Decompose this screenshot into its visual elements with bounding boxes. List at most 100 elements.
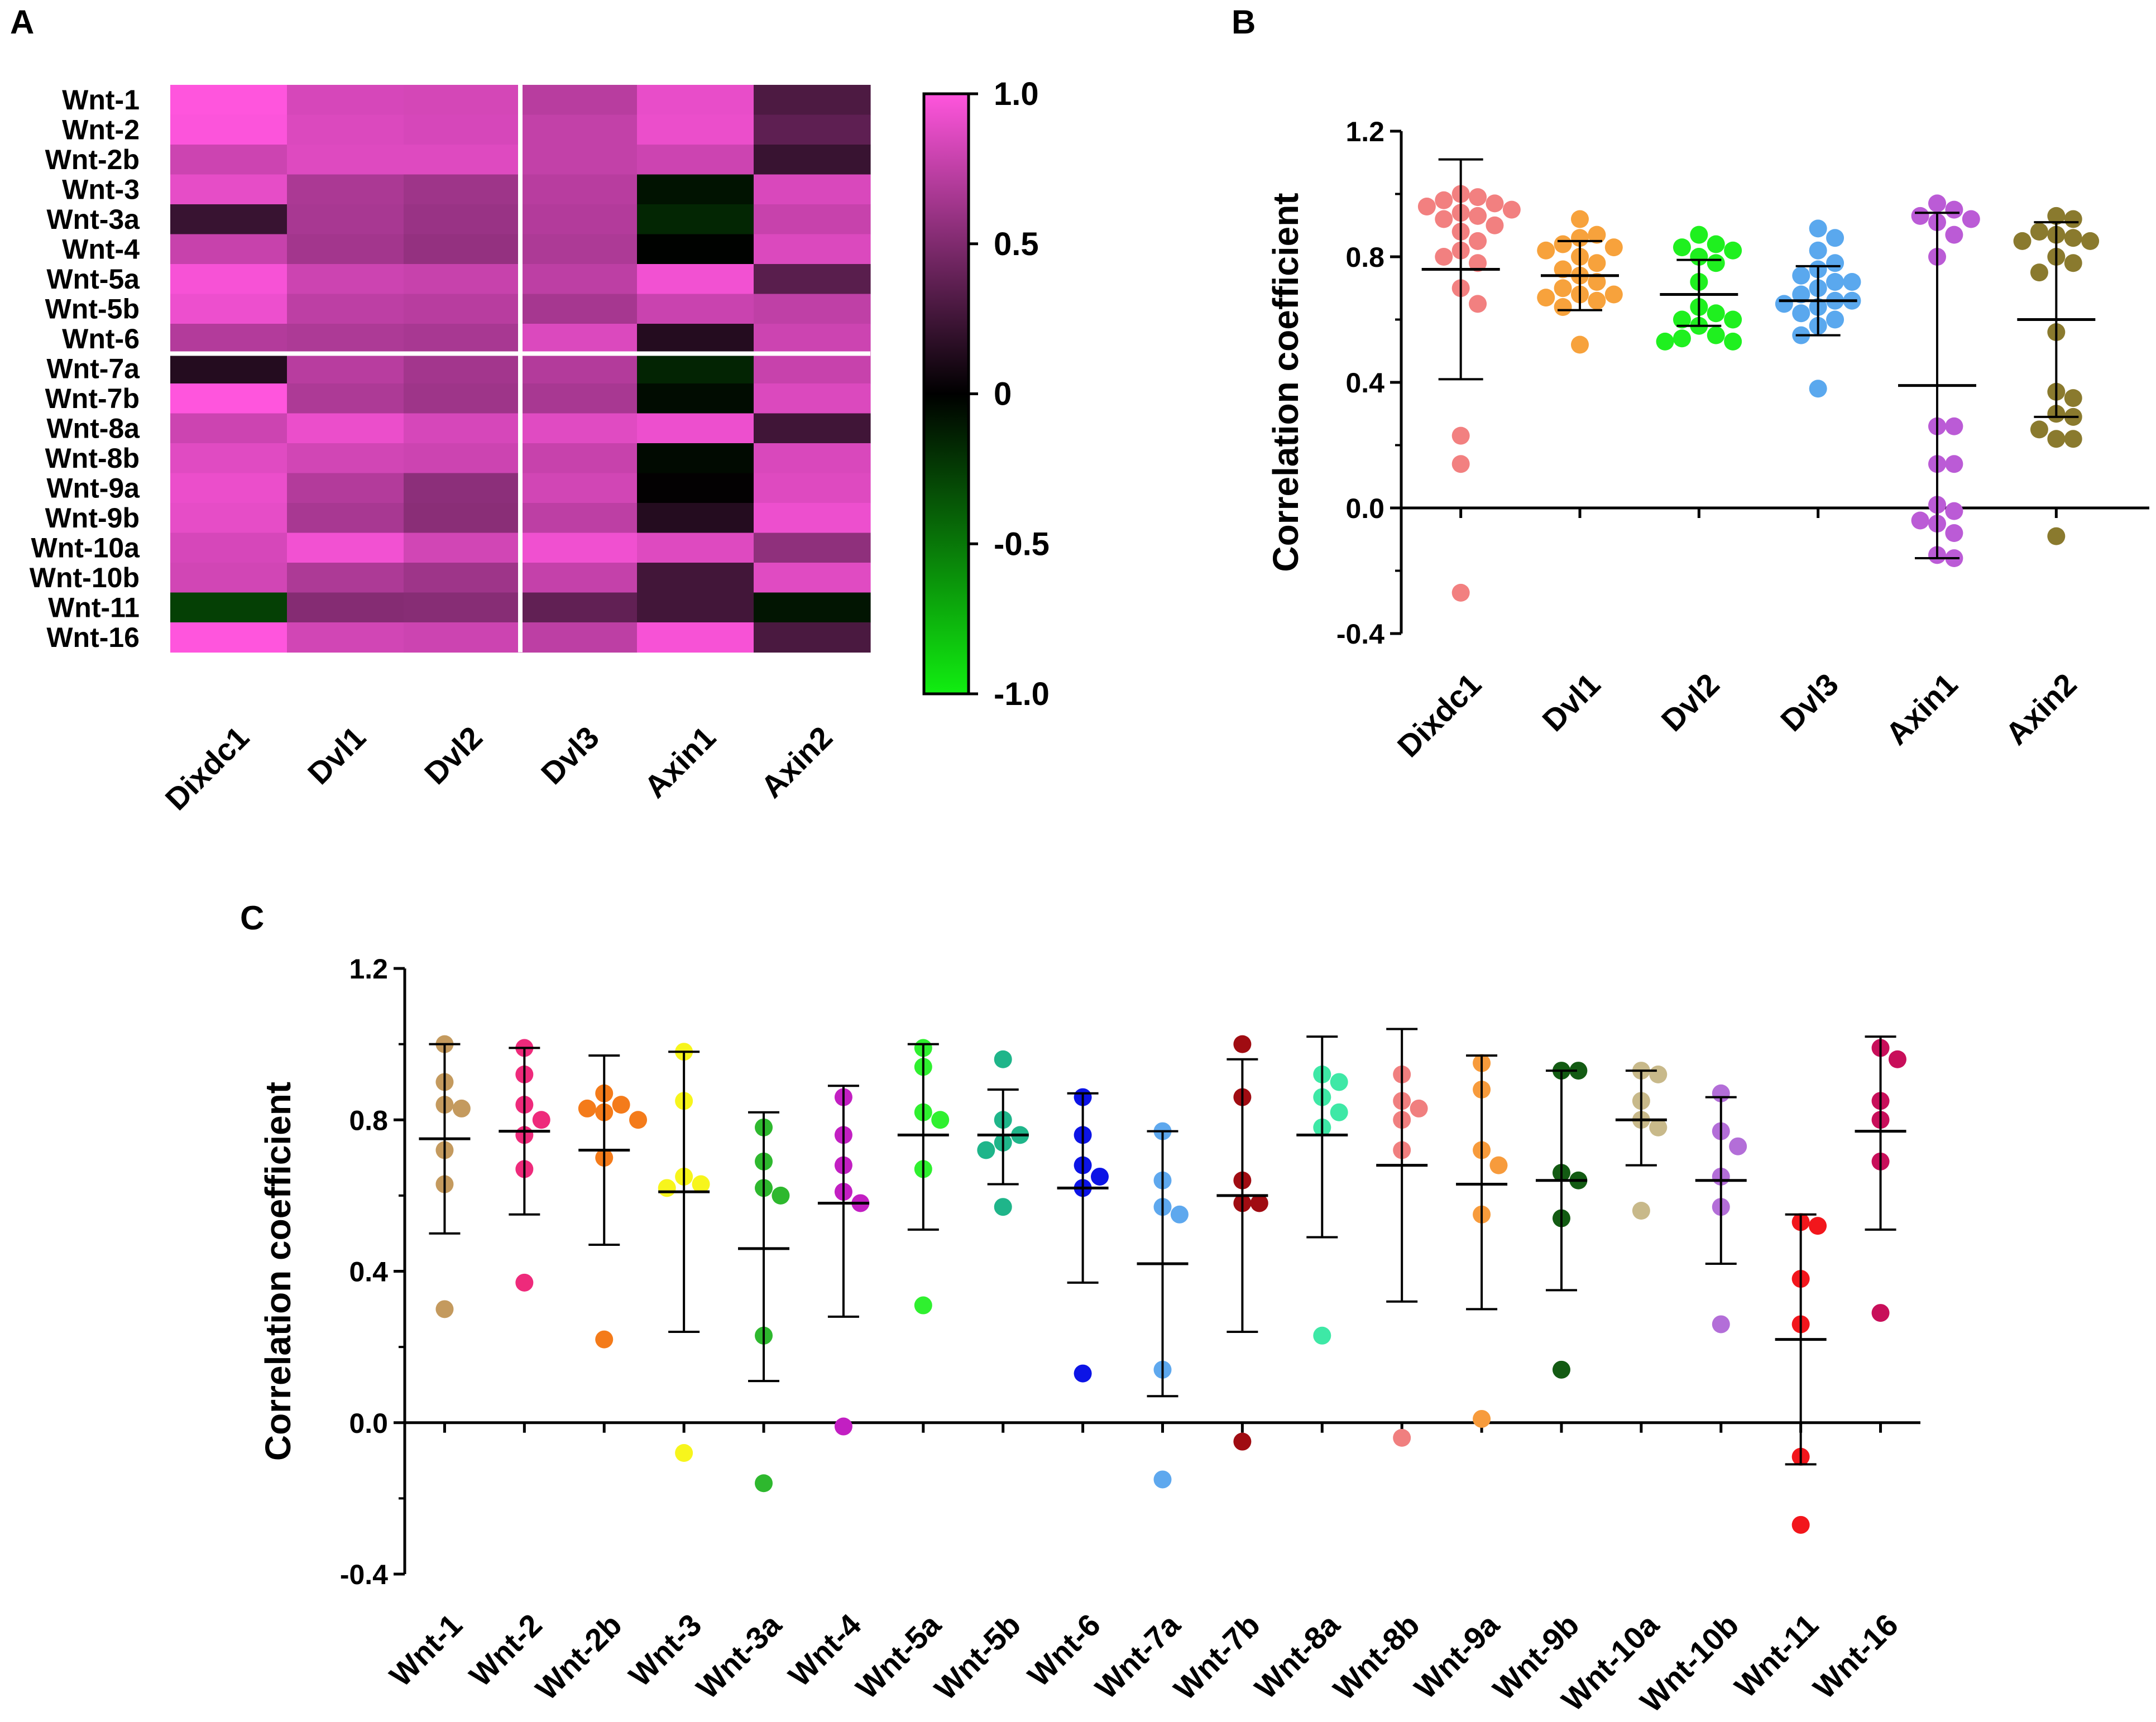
heatmap-cell-Wnt-1-Dvl2 [404,85,521,116]
heatmap-cell-Wnt-9b-Axin2 [754,503,871,534]
heatmap-row-labels: Wnt-1Wnt-2Wnt-2bWnt-3Wnt-3aWnt-4Wnt-5aWn… [30,84,140,653]
heatmap-cell-Wnt-2b-Dixdc1 [170,145,288,175]
x-tick-label: Dixdc1 [1391,666,1488,764]
data-point [2064,430,2082,448]
heatmap-cell-Wnt-3a-Axin2 [754,204,871,235]
data-point [1489,1156,1508,1174]
scatter-panel-b: 1.2 0.8 0.4 0.0 -0.4 Correlation coefficient D… [1266,116,2149,764]
data-point [2064,229,2082,247]
heatmap-cell-Wnt-8a-Dvl2 [404,413,521,444]
data-point [1690,248,1708,266]
heatmap-cell-Wnt-2-Dixdc1 [170,114,288,145]
data-point [452,1099,471,1117]
heatmap-cell-Wnt-2b-Dvl3 [520,145,638,175]
heatmap-cell-Wnt-9b-Axin1 [637,503,754,534]
heatmap-row-label: Wnt-11 [48,592,140,623]
heatmap-cell-Wnt-6-Axin1 [637,324,754,354]
heatmap-cell-Wnt-5a-Axin1 [637,264,754,295]
heatmap-cell-Wnt-1-Dixdc1 [170,85,288,116]
heatmap-row-label: Wnt-8a [46,412,140,444]
heatmap-cell-Wnt-7b-Dvl1 [287,383,404,414]
panel-label-c: C [240,899,264,937]
x-tick-label: Wnt-9a [1407,1606,1506,1705]
heatmap-cell-Wnt-9a-Axin2 [754,473,871,503]
heatmap-row-label: Wnt-8b [45,443,140,474]
heatmap-row-label: Wnt-10a [31,532,141,563]
data-point [1435,248,1453,266]
heatmap-cell-Wnt-2b-Dvl1 [287,145,404,175]
heatmap-cell-Wnt-9a-Dvl1 [287,473,404,503]
heatmap-cell-Wnt-8b-Dvl3 [520,443,638,474]
data-point [2013,232,2032,250]
data-point [1552,1360,1570,1379]
data-point [1451,583,1470,602]
heatmap-column-label: Dvl1 [301,720,372,791]
heatmap-cell-Wnt-11-Axin1 [637,592,754,623]
heatmap-cell-Wnt-8a-Dixdc1 [170,413,288,444]
heatmap-cell-Wnt-7a-Dixdc1 [170,353,288,384]
heatmap-row-label: Wnt-7b [45,383,140,414]
data-point [1469,188,1487,207]
heatmap-cell-Wnt-8b-Dvl2 [404,443,521,474]
heatmap-cell-Wnt-10b-Axin1 [637,563,754,593]
data-point [1250,1194,1268,1212]
heatmap-cell-Wnt-8a-Axin2 [754,413,871,444]
data-point [1888,1050,1906,1068]
data-point [1330,1103,1348,1121]
data-point [994,1198,1012,1216]
data-point [772,1186,790,1205]
colorbar-tick-label: 1.0 [994,76,1039,112]
data-point [1656,332,1674,351]
data-point [1809,1217,1827,1235]
heatmap-column-label: Axin2 [754,720,839,804]
data-point [1962,210,1980,228]
data-point [1632,1202,1650,1220]
data-point [1649,1065,1668,1083]
heatmap-cell-Wnt-6-Dvl2 [404,324,521,354]
colorbar-ticks: 1.0 0.5 0 -0.5 -1.0 [969,76,1050,712]
x-tick-label: Axin2 [1998,666,2083,751]
heatmap-cell-Wnt-6-Dixdc1 [170,324,288,354]
data-point [2047,430,2066,448]
data-point [1928,194,1946,213]
heatmap-cell-Wnt-10a-Axin2 [754,533,871,563]
data-point [834,1417,852,1436]
y-tick-label: 0.4 [1345,367,1384,399]
heatmap-cell-Wnt-7b-Dvl3 [520,383,638,414]
heatmap-row-label: Wnt-9b [45,502,140,534]
heatmap-cell-Wnt-16-Axin1 [637,622,754,653]
heatmap-cell-Wnt-6-Dvl3 [520,324,638,354]
data-point [1945,455,1963,473]
heatmap-cell-Wnt-3a-Dixdc1 [170,204,288,235]
data-point [2030,263,2048,282]
heatmap-cell-Wnt-11-Dvl3 [520,592,638,623]
heatmap-cell-Wnt-4-Axin2 [754,234,871,265]
heatmap-cell-Wnt-2-Dvl3 [520,114,638,145]
heatmap-cell-Wnt-7b-Dixdc1 [170,383,288,414]
heatmap-cell-Wnt-9a-Dvl2 [404,473,521,503]
heatmap-cell-Wnt-4-Axin1 [637,234,754,265]
heatmap-cell-Wnt-7b-Axin2 [754,383,871,414]
data-point [1673,238,1691,257]
data-point [1826,273,1844,291]
heatmap-cell-Wnt-5b-Axin2 [754,294,871,324]
scatter-panel-c: 1.2 0.8 0.4 0.0 -0.4 Correlation coefficient W… [258,953,1920,1719]
y-tick-label: -0.4 [340,1559,388,1590]
heatmap-cell-Wnt-1-Dvl3 [520,85,638,116]
heatmap-column-labels: Dixdc1 Dvl1 Dvl2 Dvl3 Axin1 Axin2 [159,720,839,817]
data-point [1945,417,1963,435]
heatmap-cell-Wnt-10a-Dixdc1 [170,533,288,563]
x-tick-label: Wnt-3a [689,1606,788,1705]
heatmap-cell-Wnt-16-Dvl1 [287,622,404,653]
heatmap-cell-Wnt-2-Dvl2 [404,114,521,145]
data-point [1724,332,1742,351]
heatmap-row-label: Wnt-2 [62,114,140,145]
data-point [1410,1099,1428,1117]
data-point [2047,527,2066,545]
heatmap-cell-Wnt-11-Dixdc1 [170,592,288,623]
heatmap-cell-Wnt-1-Axin1 [637,85,754,116]
heatmap-cell-Wnt-9b-Dixdc1 [170,503,288,534]
data-point [1604,238,1623,257]
data-point [1775,295,1793,313]
